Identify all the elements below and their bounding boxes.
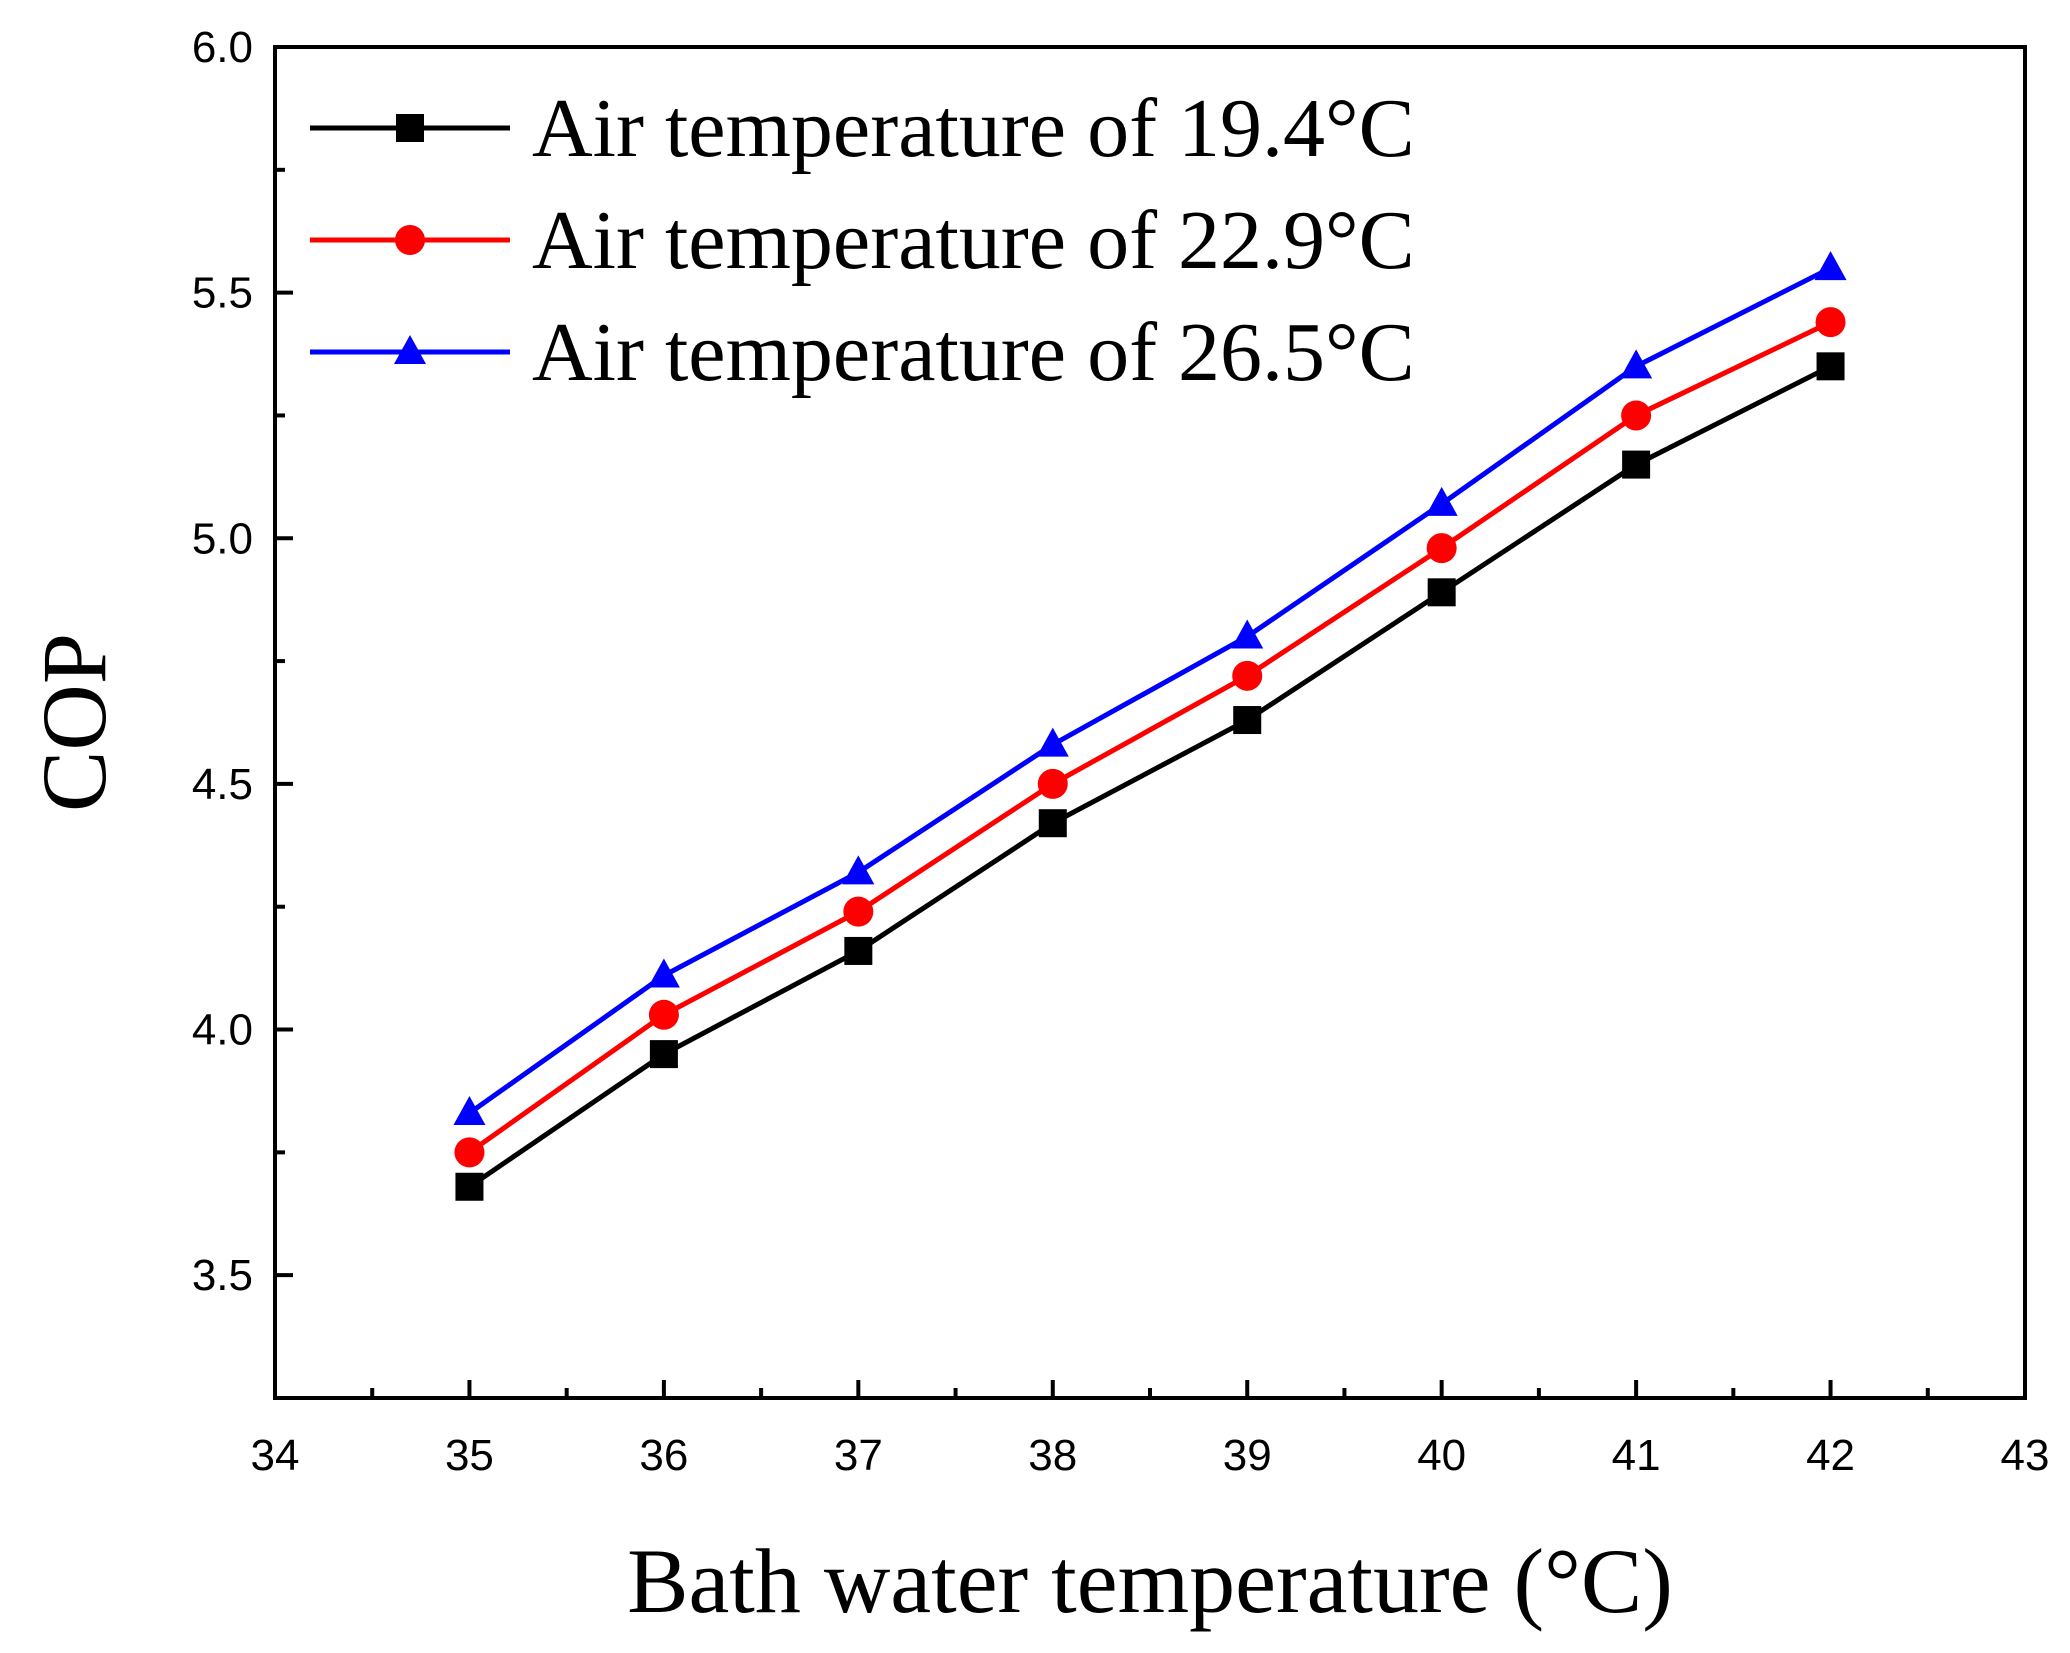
x-tick-label: 34 — [251, 1431, 300, 1480]
data-point-triangle — [1036, 727, 1069, 757]
y-axis-ticks: 3.5 4.0 4.5 5.0 5.5 6.0 — [192, 23, 293, 1400]
x-tick-label: 42 — [1806, 1431, 1855, 1480]
x-tick-label: 38 — [1028, 1431, 1077, 1480]
legend-label: Air temperature of 19.4°C — [532, 82, 1415, 175]
series-square — [455, 352, 1845, 1201]
data-point-square — [844, 936, 873, 965]
data-point-square — [1038, 809, 1067, 838]
data-point-circle — [1037, 768, 1068, 799]
data-point-circle — [843, 896, 874, 927]
y-tick-label: 5.5 — [192, 269, 253, 318]
y-axis-title: COP — [23, 633, 125, 812]
y-tick-label: 6.0 — [192, 23, 253, 72]
series-layer — [453, 251, 1847, 1201]
data-point-triangle — [1814, 251, 1847, 281]
data-point-square — [1816, 352, 1845, 381]
legend-marker-circle — [395, 225, 425, 255]
data-point-square — [1622, 450, 1651, 479]
data-point-triangle — [1620, 349, 1653, 379]
data-point-circle — [648, 999, 679, 1030]
x-tick-label: 43 — [2001, 1431, 2050, 1480]
y-tick-label: 3.5 — [192, 1251, 253, 1300]
data-point-circle — [1232, 660, 1263, 691]
y-tick-label: 4.0 — [192, 1006, 253, 1055]
series-line — [468, 364, 1832, 1189]
legend-item: Air temperature of 19.4°C — [310, 82, 1415, 175]
legend-label: Air temperature of 26.5°C — [532, 306, 1415, 399]
x-axis-title: Bath water temperature (°C) — [627, 1530, 1673, 1632]
data-point-square — [455, 1172, 484, 1201]
x-tick-label: 40 — [1417, 1431, 1466, 1480]
legend: Air temperature of 19.4°C Air temperature… — [310, 82, 1415, 399]
x-axis-ticks: 34 35 36 37 38 39 40 41 42 43 — [251, 1380, 2050, 1480]
data-point-square — [1233, 706, 1262, 735]
x-tick-label: 35 — [445, 1431, 494, 1480]
data-point-triangle — [1231, 619, 1264, 649]
x-tick-label: 39 — [1223, 1431, 1272, 1480]
series-line — [468, 265, 1832, 1116]
data-point-circle — [1815, 307, 1846, 338]
data-point-triangle — [647, 958, 680, 988]
legend-item: Air temperature of 22.9°C — [310, 194, 1415, 287]
data-point-circle — [454, 1137, 485, 1168]
legend-marker-square — [396, 114, 424, 142]
data-point-triangle — [453, 1096, 486, 1126]
data-point-triangle — [1425, 486, 1458, 516]
series-triangle — [453, 251, 1847, 1126]
x-tick-label: 41 — [1612, 1431, 1661, 1480]
legend-item: Air temperature of 26.5°C — [310, 306, 1415, 399]
legend-marker-triangle — [394, 335, 426, 364]
data-point-square — [649, 1040, 678, 1069]
y-tick-label: 5.0 — [192, 514, 253, 563]
series-circle — [454, 307, 1846, 1168]
data-point-square — [1427, 578, 1456, 607]
y-tick-label: 4.5 — [192, 760, 253, 809]
legend-label: Air temperature of 22.9°C — [532, 194, 1415, 287]
x-tick-label: 37 — [834, 1431, 883, 1480]
series-line — [468, 319, 1832, 1155]
data-point-circle — [1621, 400, 1652, 431]
x-tick-label: 36 — [639, 1431, 688, 1480]
data-point-triangle — [842, 855, 875, 885]
data-point-circle — [1426, 533, 1457, 564]
